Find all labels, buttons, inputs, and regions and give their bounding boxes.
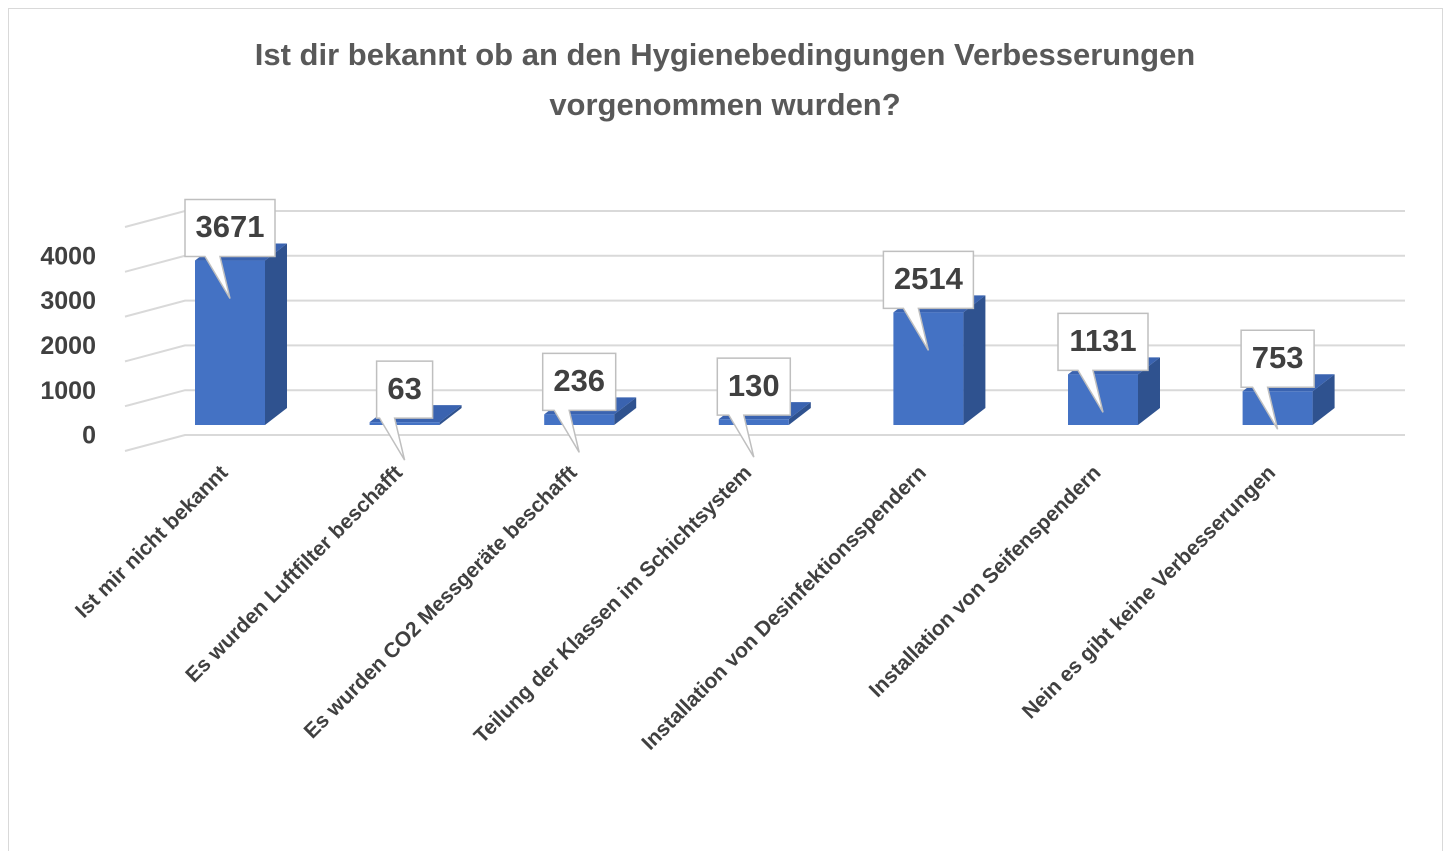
callout [375,360,434,461]
grid-line [124,434,1405,452]
bar [718,419,789,425]
x-tick-label: Teilung der Klassen im Schichtsystem [470,461,757,748]
bar [544,414,615,425]
bar [369,422,440,425]
data-label: 753 [1240,329,1315,430]
bar [1068,374,1138,425]
y-tick-label: 1000 [40,377,96,405]
bar [195,260,265,425]
data-label-text: 2514 [894,261,964,296]
grid-line [124,210,1405,228]
x-tick-label: Es wurden CO2 Messgeräte beschafft [300,461,582,743]
data-label: 2514 [882,250,975,351]
data-label: 236 [541,352,617,453]
data-label: 63 [375,360,434,461]
y-tick-label: 4000 [40,242,96,270]
bar-side [1138,357,1160,425]
data-label: 3671 [184,198,276,299]
data-label-text: 130 [728,368,780,403]
grid-line [124,254,1405,273]
bar [1242,391,1313,425]
y-tick-label: 3000 [40,287,96,315]
callout [541,352,617,453]
bar-side [614,397,637,425]
grid-line [124,299,1405,318]
y-tick-label: 0 [82,422,96,450]
data-label-text: 1131 [1069,323,1136,358]
callout [882,250,975,351]
chart-border [8,8,1443,851]
x-tick-label: Installation von Desinfektionsspendern [637,461,931,755]
bar-side [265,243,287,425]
bar-side [788,402,811,425]
grid-line [124,389,1405,408]
data-label-text: 753 [1252,340,1304,375]
bar-side [963,295,986,425]
data-label-text: 63 [387,371,421,406]
data-label-text: 3671 [196,209,265,244]
bar [893,312,964,425]
data-label: 1131 [1057,312,1149,413]
x-tick-label: Ist mir nicht bekannt [71,461,232,622]
chart-title: Ist dir bekannt ob an den Hygienebedingu… [254,37,1196,122]
callout [1057,312,1149,413]
data-label: 130 [716,357,792,458]
callout [716,357,792,458]
y-tick-label: 2000 [40,332,96,360]
grid-line [124,344,1405,363]
bar-side [1312,374,1335,425]
callout [1240,329,1315,430]
bar-side [439,405,462,425]
data-label-text: 236 [553,363,605,398]
callout [184,198,276,299]
